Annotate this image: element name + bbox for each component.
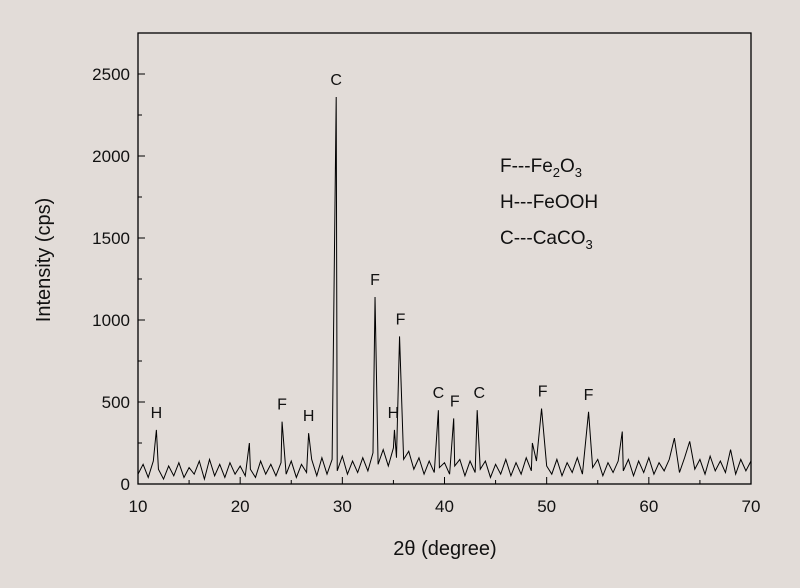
x-tick-label: 70 xyxy=(742,497,761,516)
y-tick-label: 0 xyxy=(121,475,130,494)
legend-text: O xyxy=(560,156,575,177)
x-tick-label: 60 xyxy=(639,497,658,516)
y-tick-label: 1000 xyxy=(92,311,130,330)
peak-label: F xyxy=(277,397,287,414)
data-line xyxy=(137,96,752,481)
legend-text: C---CaCO xyxy=(500,228,586,249)
peak-label: F xyxy=(450,393,460,410)
legend-entry: H---FeOOH xyxy=(500,192,598,213)
y-tick-label: 2000 xyxy=(92,147,130,166)
y-tick-label: 500 xyxy=(102,393,130,412)
legend-text: F---Fe xyxy=(500,156,553,177)
peak-label: C xyxy=(473,385,485,402)
peak-label: H xyxy=(303,408,315,425)
peak-label: C xyxy=(330,72,342,89)
legend-entry: F---Fe2O3 xyxy=(500,156,582,180)
legend-entry: C---CaCO3 xyxy=(500,228,593,252)
peak-label: F xyxy=(584,387,594,404)
x-tick-label: 20 xyxy=(231,497,250,516)
peak-label: F xyxy=(396,311,406,328)
x-tick-label: 40 xyxy=(435,497,454,516)
peak-label: F xyxy=(538,384,548,401)
peak-label: F xyxy=(370,272,380,289)
x-axis-label: 2θ (degree) xyxy=(393,538,496,560)
legend-text: H---FeOOH xyxy=(500,192,598,213)
plot-frame xyxy=(137,32,752,485)
legend-subscript: 3 xyxy=(586,237,593,252)
y-tick-label: 2500 xyxy=(92,65,130,84)
y-axis-label: Intensity (cps) xyxy=(33,198,55,322)
x-tick-label: 50 xyxy=(537,497,556,516)
x-tick-label: 30 xyxy=(333,497,352,516)
x-tick-label: 10 xyxy=(129,497,148,516)
peak-label: C xyxy=(433,385,445,402)
legend-subscript: 2 xyxy=(553,165,560,180)
peak-label: H xyxy=(388,405,400,422)
y-tick-label: 1500 xyxy=(92,229,130,248)
peak-label: H xyxy=(151,405,163,422)
legend-subscript: 3 xyxy=(575,165,582,180)
